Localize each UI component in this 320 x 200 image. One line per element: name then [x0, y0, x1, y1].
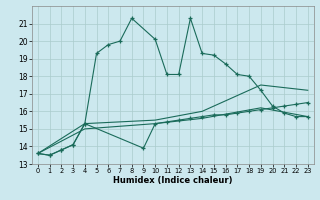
X-axis label: Humidex (Indice chaleur): Humidex (Indice chaleur)	[113, 176, 233, 185]
